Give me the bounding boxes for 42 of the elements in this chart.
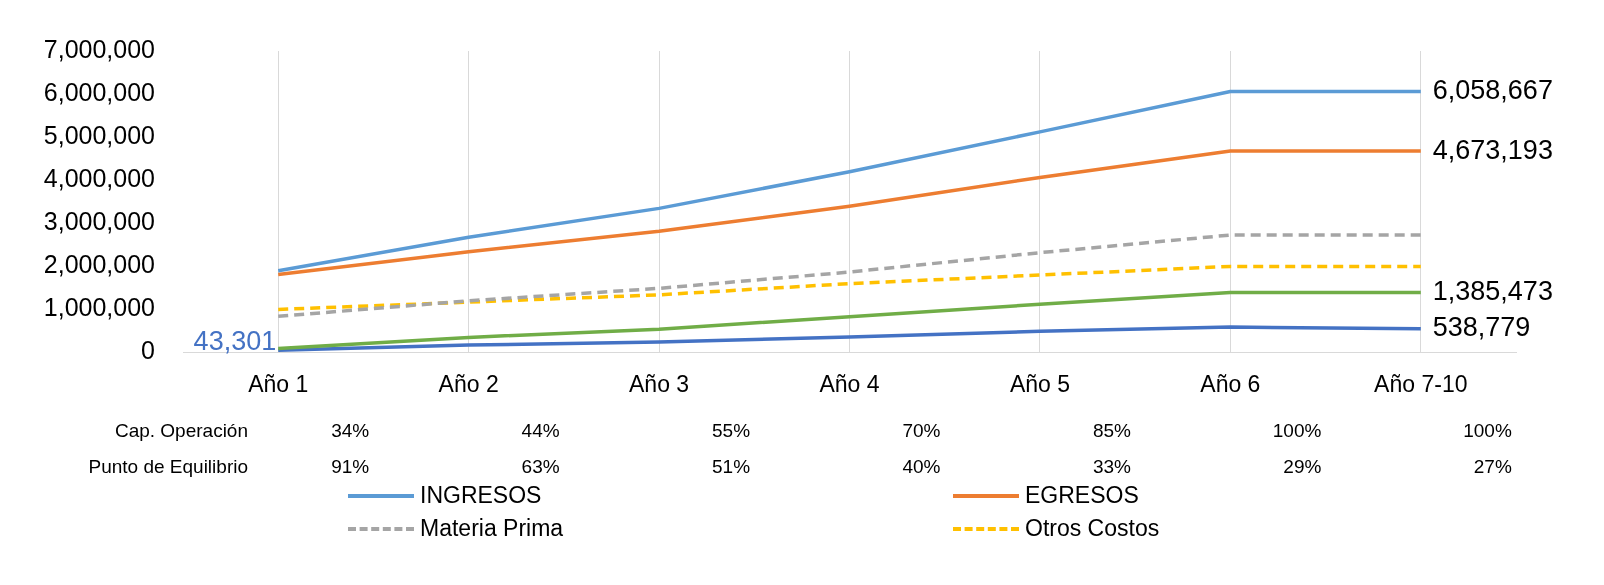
text: 27% — [1473, 456, 1512, 478]
y-tick-label: 0 — [141, 335, 155, 364]
data-label: 43,301 — [193, 325, 277, 356]
line-series — [276, 233, 1423, 319]
text: 40% — [902, 456, 941, 478]
text: 100% — [1272, 420, 1322, 442]
x-tick-label: Año 1 — [248, 371, 309, 398]
data-label: 1,385,473 — [1432, 275, 1553, 306]
legend-label: Otros Costos — [1025, 515, 1160, 542]
text: 63% — [521, 456, 560, 478]
text: 51% — [712, 456, 751, 478]
text: 29% — [1283, 456, 1322, 478]
y-tick-label: 4,000,000 — [43, 163, 155, 192]
y-tick-label: 3,000,000 — [43, 206, 155, 235]
legend-label: INGRESOS — [420, 482, 542, 509]
legend-label: Materia Prima — [420, 515, 564, 542]
line-series — [276, 264, 1423, 312]
y-tick-label: 1,000,000 — [43, 292, 155, 321]
x-tick-label: Año 6 — [1200, 371, 1261, 398]
x-tick-label: Año 2 — [438, 371, 499, 398]
text: 34% — [331, 420, 370, 442]
y-tick-label: 5,000,000 — [43, 120, 155, 149]
x-tick-label: Año 5 — [1009, 371, 1070, 398]
x-tick-label: Año 7-10 — [1374, 371, 1468, 398]
y-tick-label: 7,000,000 — [43, 34, 155, 63]
text: 85% — [1092, 420, 1132, 442]
data-label: 538,779 — [1432, 312, 1531, 343]
x-tick-label: Año 4 — [819, 371, 880, 398]
data-label: 6,058,667 — [1432, 74, 1553, 105]
text: Cap. Operación — [114, 420, 248, 442]
text: 33% — [1092, 456, 1132, 478]
y-tick-label: 6,000,000 — [43, 77, 155, 106]
text: 91% — [331, 456, 370, 478]
legend-label: EGRESOS — [1025, 482, 1139, 509]
text: 44% — [521, 420, 560, 442]
text: Punto de Equilibrio — [88, 456, 248, 478]
text: 55% — [712, 420, 751, 442]
data-label: 4,673,193 — [1432, 134, 1553, 165]
text: 70% — [902, 420, 941, 442]
x-tick-label: Año 3 — [629, 371, 690, 398]
text: 100% — [1463, 420, 1512, 442]
y-tick-label: 2,000,000 — [43, 249, 155, 278]
